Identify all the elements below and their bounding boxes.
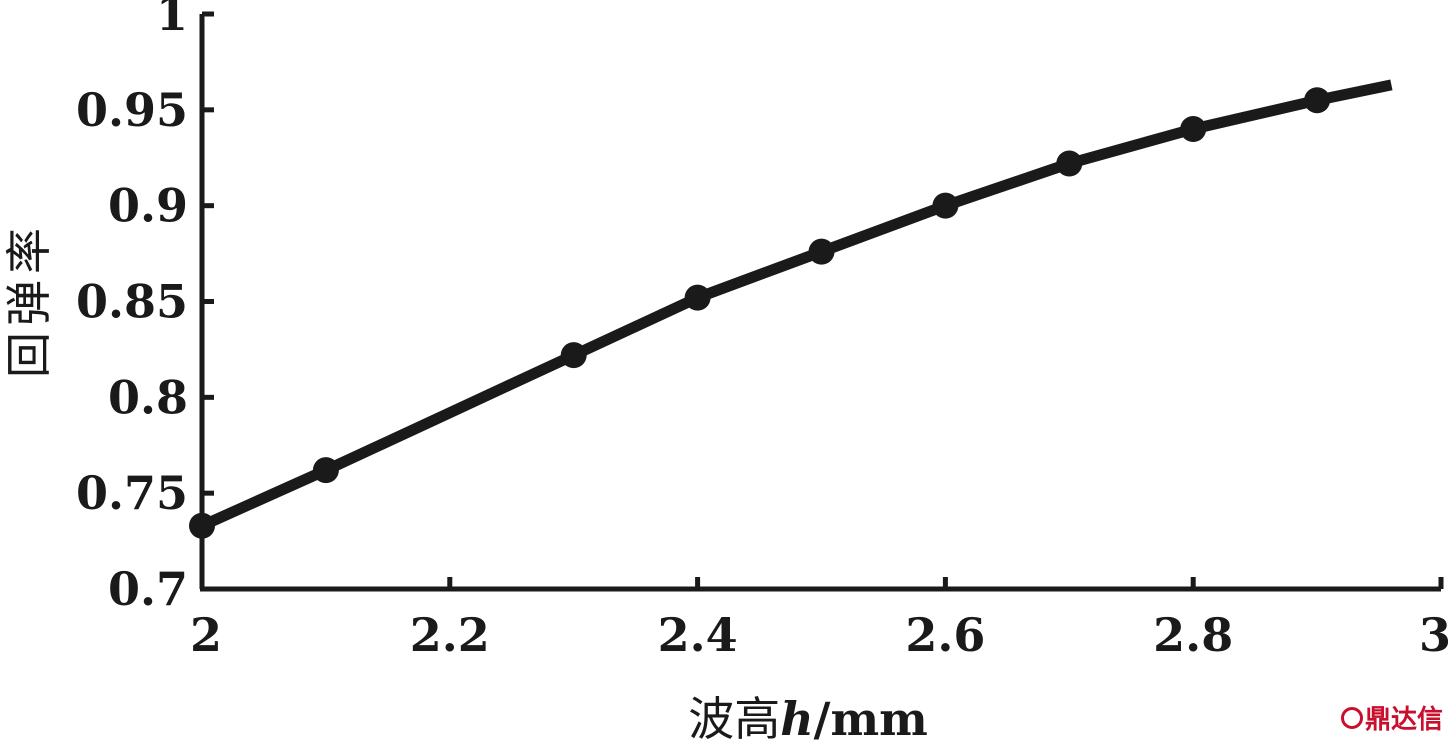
axes [199,11,1444,592]
y-tick-label: 0.8 [108,370,188,424]
series-line [199,79,1393,531]
x-tick-label: 3 [1419,608,1451,662]
y-axis-title: 回弹率 [2,222,56,378]
tick-labels: 0.7 0.75 0.8 0.85 0.9 0.95 1 2 2.2 2.4 2.6 2.8 3 [76,0,1451,662]
y-tick-label: 0.85 [76,275,188,329]
data-point [932,192,959,219]
x-tick-label: 2.8 [1153,608,1233,662]
y-tick-label: 0.75 [76,466,188,520]
data-point [684,284,711,311]
x-axis-title: 波高h/mm [688,692,928,742]
x-tick-label: 2.6 [905,608,985,662]
y-tick-label: 1 [156,0,188,41]
logo-icon [1340,706,1363,729]
data-point [808,238,835,265]
data-point [1180,116,1207,142]
data-point [1304,87,1331,114]
watermark-text: 鼎达信 [1364,705,1443,735]
data-point [1056,150,1083,177]
data-point [560,342,587,369]
x-tick-label: 2.4 [658,608,738,662]
x-tick-label: 2 [190,608,222,662]
y-tick-label: 0.7 [108,562,188,616]
data-point [312,457,339,484]
x-tick-label: 2.2 [410,608,490,662]
plot-area [189,79,1393,539]
watermark: 鼎达信 [1340,699,1443,736]
y-tick-label: 0.9 [108,179,188,233]
y-tick-label: 0.95 [76,83,188,137]
